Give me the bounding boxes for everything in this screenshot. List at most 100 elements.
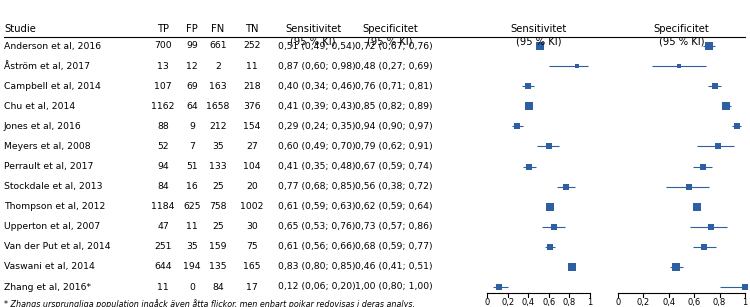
Text: 625: 625 [183, 202, 201, 211]
Text: 0,29 (0,24; 0,35): 0,29 (0,24; 0,35) [278, 122, 356, 131]
Text: 11: 11 [158, 282, 169, 292]
Text: Vaswani et al, 2014: Vaswani et al, 2014 [4, 262, 94, 271]
Text: 0,94 (0,90; 0,97): 0,94 (0,90; 0,97) [355, 122, 433, 131]
Text: 194: 194 [183, 262, 201, 271]
Text: 64: 64 [186, 102, 198, 111]
Text: 252: 252 [243, 41, 261, 50]
Text: 88: 88 [158, 122, 169, 131]
Text: 11: 11 [246, 62, 258, 71]
Text: 84: 84 [212, 282, 223, 292]
Text: 9: 9 [189, 122, 195, 131]
Text: 0,61 (0,59; 0,63): 0,61 (0,59; 0,63) [278, 202, 356, 211]
Text: Chu et al, 2014: Chu et al, 2014 [4, 102, 75, 111]
Text: 1,00 (0,80; 1,00): 1,00 (0,80; 1,00) [355, 282, 433, 292]
Text: 0,68 (0,59; 0,77): 0,68 (0,59; 0,77) [355, 242, 433, 251]
Text: Sensitivitet
(95 % KI): Sensitivitet (95 % KI) [285, 24, 341, 46]
Text: 1: 1 [742, 298, 748, 307]
Text: 212: 212 [209, 122, 226, 131]
Text: 758: 758 [209, 202, 226, 211]
Text: 1002: 1002 [240, 202, 264, 211]
Text: 84: 84 [158, 182, 169, 191]
Text: 52: 52 [158, 142, 169, 151]
Text: 0,51 (0,49; 0,54): 0,51 (0,49; 0,54) [278, 41, 356, 50]
Text: 0,62 (0,59; 0,64): 0,62 (0,59; 0,64) [355, 202, 433, 211]
Text: FN: FN [211, 24, 225, 34]
Text: 17: 17 [246, 282, 258, 292]
Text: TN: TN [245, 24, 259, 34]
Text: 1162: 1162 [152, 102, 175, 111]
Text: Perrault et al, 2017: Perrault et al, 2017 [4, 162, 93, 171]
Text: 0,8: 0,8 [562, 298, 576, 307]
Text: Thompson et al, 2012: Thompson et al, 2012 [4, 202, 105, 211]
Text: Stockdale et al, 2013: Stockdale et al, 2013 [4, 182, 103, 191]
Text: 0,72 (0,67; 0,76): 0,72 (0,67; 0,76) [355, 41, 433, 50]
Text: 135: 135 [209, 262, 226, 271]
Text: 0,4: 0,4 [522, 298, 535, 307]
Text: 0: 0 [189, 282, 195, 292]
Text: 25: 25 [212, 182, 223, 191]
Text: 0,2: 0,2 [501, 298, 515, 307]
Text: Zhang et al, 2016*: Zhang et al, 2016* [4, 282, 91, 292]
Text: 0,48 (0,27; 0,69): 0,48 (0,27; 0,69) [355, 62, 433, 71]
Text: 0: 0 [484, 298, 490, 307]
Text: 107: 107 [154, 82, 172, 91]
Text: 11: 11 [186, 222, 198, 231]
Text: 1: 1 [587, 298, 592, 307]
Text: Anderson et al, 2016: Anderson et al, 2016 [4, 41, 101, 50]
Text: 51: 51 [186, 162, 198, 171]
Text: 0,65 (0,53; 0,76): 0,65 (0,53; 0,76) [278, 222, 356, 231]
Text: 0,41 (0,35; 0,48): 0,41 (0,35; 0,48) [278, 162, 356, 171]
Text: 0,56 (0,38; 0,72): 0,56 (0,38; 0,72) [355, 182, 433, 191]
Text: FP: FP [186, 24, 198, 34]
Text: 0: 0 [615, 298, 621, 307]
Text: 99: 99 [186, 41, 198, 50]
Text: 0,6: 0,6 [688, 298, 700, 307]
Text: * Zhangs ursprungliga population ingåck även åtta flickor, men enbart pojkar red: * Zhangs ursprungliga population ingåck … [4, 299, 415, 307]
Text: 1184: 1184 [152, 202, 175, 211]
Text: 700: 700 [154, 41, 172, 50]
Text: 163: 163 [209, 82, 226, 91]
Text: Campbell et al, 2014: Campbell et al, 2014 [4, 82, 100, 91]
Text: 251: 251 [154, 242, 172, 251]
Text: 0,4: 0,4 [662, 298, 675, 307]
Text: 0,73 (0,57; 0,86): 0,73 (0,57; 0,86) [355, 222, 433, 231]
Text: 376: 376 [243, 102, 261, 111]
Text: 0,87 (0,60; 0,98): 0,87 (0,60; 0,98) [278, 62, 356, 71]
Text: 75: 75 [246, 242, 258, 251]
Text: 35: 35 [212, 142, 223, 151]
Text: 69: 69 [186, 82, 198, 91]
Text: 1658: 1658 [206, 102, 230, 111]
Text: 165: 165 [243, 262, 261, 271]
Text: 0,61 (0,56; 0,66): 0,61 (0,56; 0,66) [278, 242, 356, 251]
Text: 7: 7 [189, 142, 195, 151]
Text: 0,46 (0,41; 0,51): 0,46 (0,41; 0,51) [355, 262, 433, 271]
Text: 0,83 (0,80; 0,85): 0,83 (0,80; 0,85) [278, 262, 356, 271]
Text: Åström et al, 2017: Åström et al, 2017 [4, 61, 90, 71]
Text: 154: 154 [243, 122, 261, 131]
Text: Upperton et al, 2007: Upperton et al, 2007 [4, 222, 100, 231]
Text: 218: 218 [243, 82, 261, 91]
Text: 0,67 (0,59; 0,74): 0,67 (0,59; 0,74) [355, 162, 433, 171]
Text: 12: 12 [186, 62, 198, 71]
Text: 159: 159 [209, 242, 226, 251]
Text: 0,2: 0,2 [637, 298, 650, 307]
Text: 0,6: 0,6 [542, 298, 556, 307]
Text: Studie: Studie [4, 24, 36, 34]
Text: 13: 13 [158, 62, 169, 71]
Text: 0,77 (0,68; 0,85): 0,77 (0,68; 0,85) [278, 182, 356, 191]
Text: 25: 25 [212, 222, 223, 231]
Text: 20: 20 [246, 182, 258, 191]
Text: 644: 644 [154, 262, 172, 271]
Text: 133: 133 [209, 162, 226, 171]
Text: Meyers et al, 2008: Meyers et al, 2008 [4, 142, 91, 151]
Text: 30: 30 [246, 222, 258, 231]
Text: 47: 47 [158, 222, 169, 231]
Text: Specificitet
(95 % KI): Specificitet (95 % KI) [362, 24, 418, 46]
Text: 2: 2 [215, 62, 221, 71]
Text: 0,76 (0,71; 0,81): 0,76 (0,71; 0,81) [355, 82, 433, 91]
Text: 0,85 (0,82; 0,89): 0,85 (0,82; 0,89) [355, 102, 433, 111]
Text: 104: 104 [243, 162, 261, 171]
Text: 35: 35 [186, 242, 198, 251]
Text: TP: TP [157, 24, 169, 34]
Text: 0,60 (0,49; 0,70): 0,60 (0,49; 0,70) [278, 142, 356, 151]
